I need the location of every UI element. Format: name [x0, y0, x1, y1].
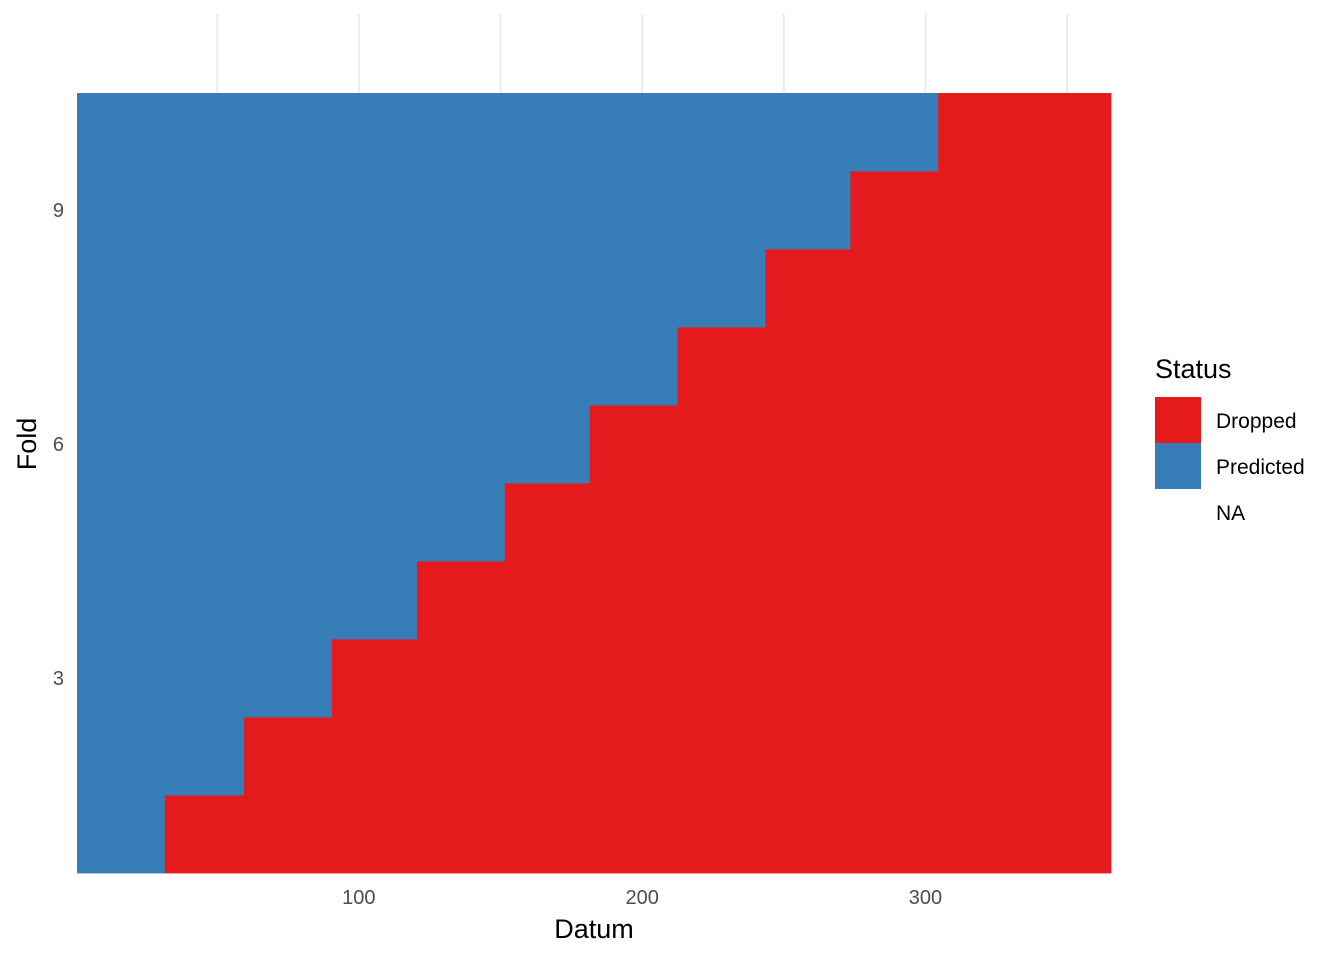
tile-predicted-fold-6 [77, 405, 591, 484]
tile-predicted-fold-5 [77, 483, 506, 562]
y-tick-label: 9 [53, 200, 64, 222]
x-tick-label: 200 [625, 887, 658, 909]
tile-dropped-fold-8 [765, 249, 1112, 328]
tile-dropped-fold-2 [244, 717, 1112, 796]
y-axis-title: Fold [12, 418, 42, 471]
tile-layer [77, 93, 1112, 874]
tile-predicted-fold-2 [77, 717, 245, 796]
legend-label-predicted: Predicted [1216, 456, 1305, 479]
legend-swatch-predicted [1155, 443, 1201, 489]
y-axis-ticks: 3 6 9 [53, 200, 64, 690]
tile-dropped-fold-5 [504, 483, 1112, 562]
x-tick-label: 100 [342, 887, 375, 909]
x-axis-title: Datum [554, 914, 634, 944]
legend: Status Dropped Predicted NA [1155, 354, 1305, 525]
tile-predicted-fold-7 [77, 327, 678, 406]
tile-dropped-fold-9 [850, 171, 1112, 250]
legend-label-na: NA [1216, 502, 1245, 525]
tile-dropped-fold-4 [416, 561, 1112, 640]
x-axis-ticks: 100 200 300 [342, 887, 942, 909]
legend-title: Status [1155, 354, 1232, 384]
y-tick-label: 3 [53, 668, 64, 690]
tile-dropped-fold-3 [331, 639, 1112, 718]
tile-predicted-fold-1 [77, 795, 166, 874]
tile-predicted-fold-8 [77, 249, 766, 328]
tile-dropped-fold-6 [589, 405, 1112, 484]
legend-swatch-dropped [1155, 397, 1201, 443]
tile-dropped-fold-1 [164, 795, 1112, 874]
y-tick-label: 6 [53, 434, 64, 456]
legend-label-dropped: Dropped [1216, 410, 1297, 433]
tile-predicted-fold-3 [77, 639, 333, 718]
tile-predicted-fold-10 [77, 93, 939, 172]
tile-dropped-fold-7 [677, 327, 1112, 406]
tile-predicted-fold-9 [77, 171, 851, 250]
gridlines [216, 14, 1069, 93]
tile-dropped-fold-10 [938, 93, 1112, 172]
tile-predicted-fold-4 [77, 561, 418, 640]
x-tick-label: 300 [909, 887, 942, 909]
